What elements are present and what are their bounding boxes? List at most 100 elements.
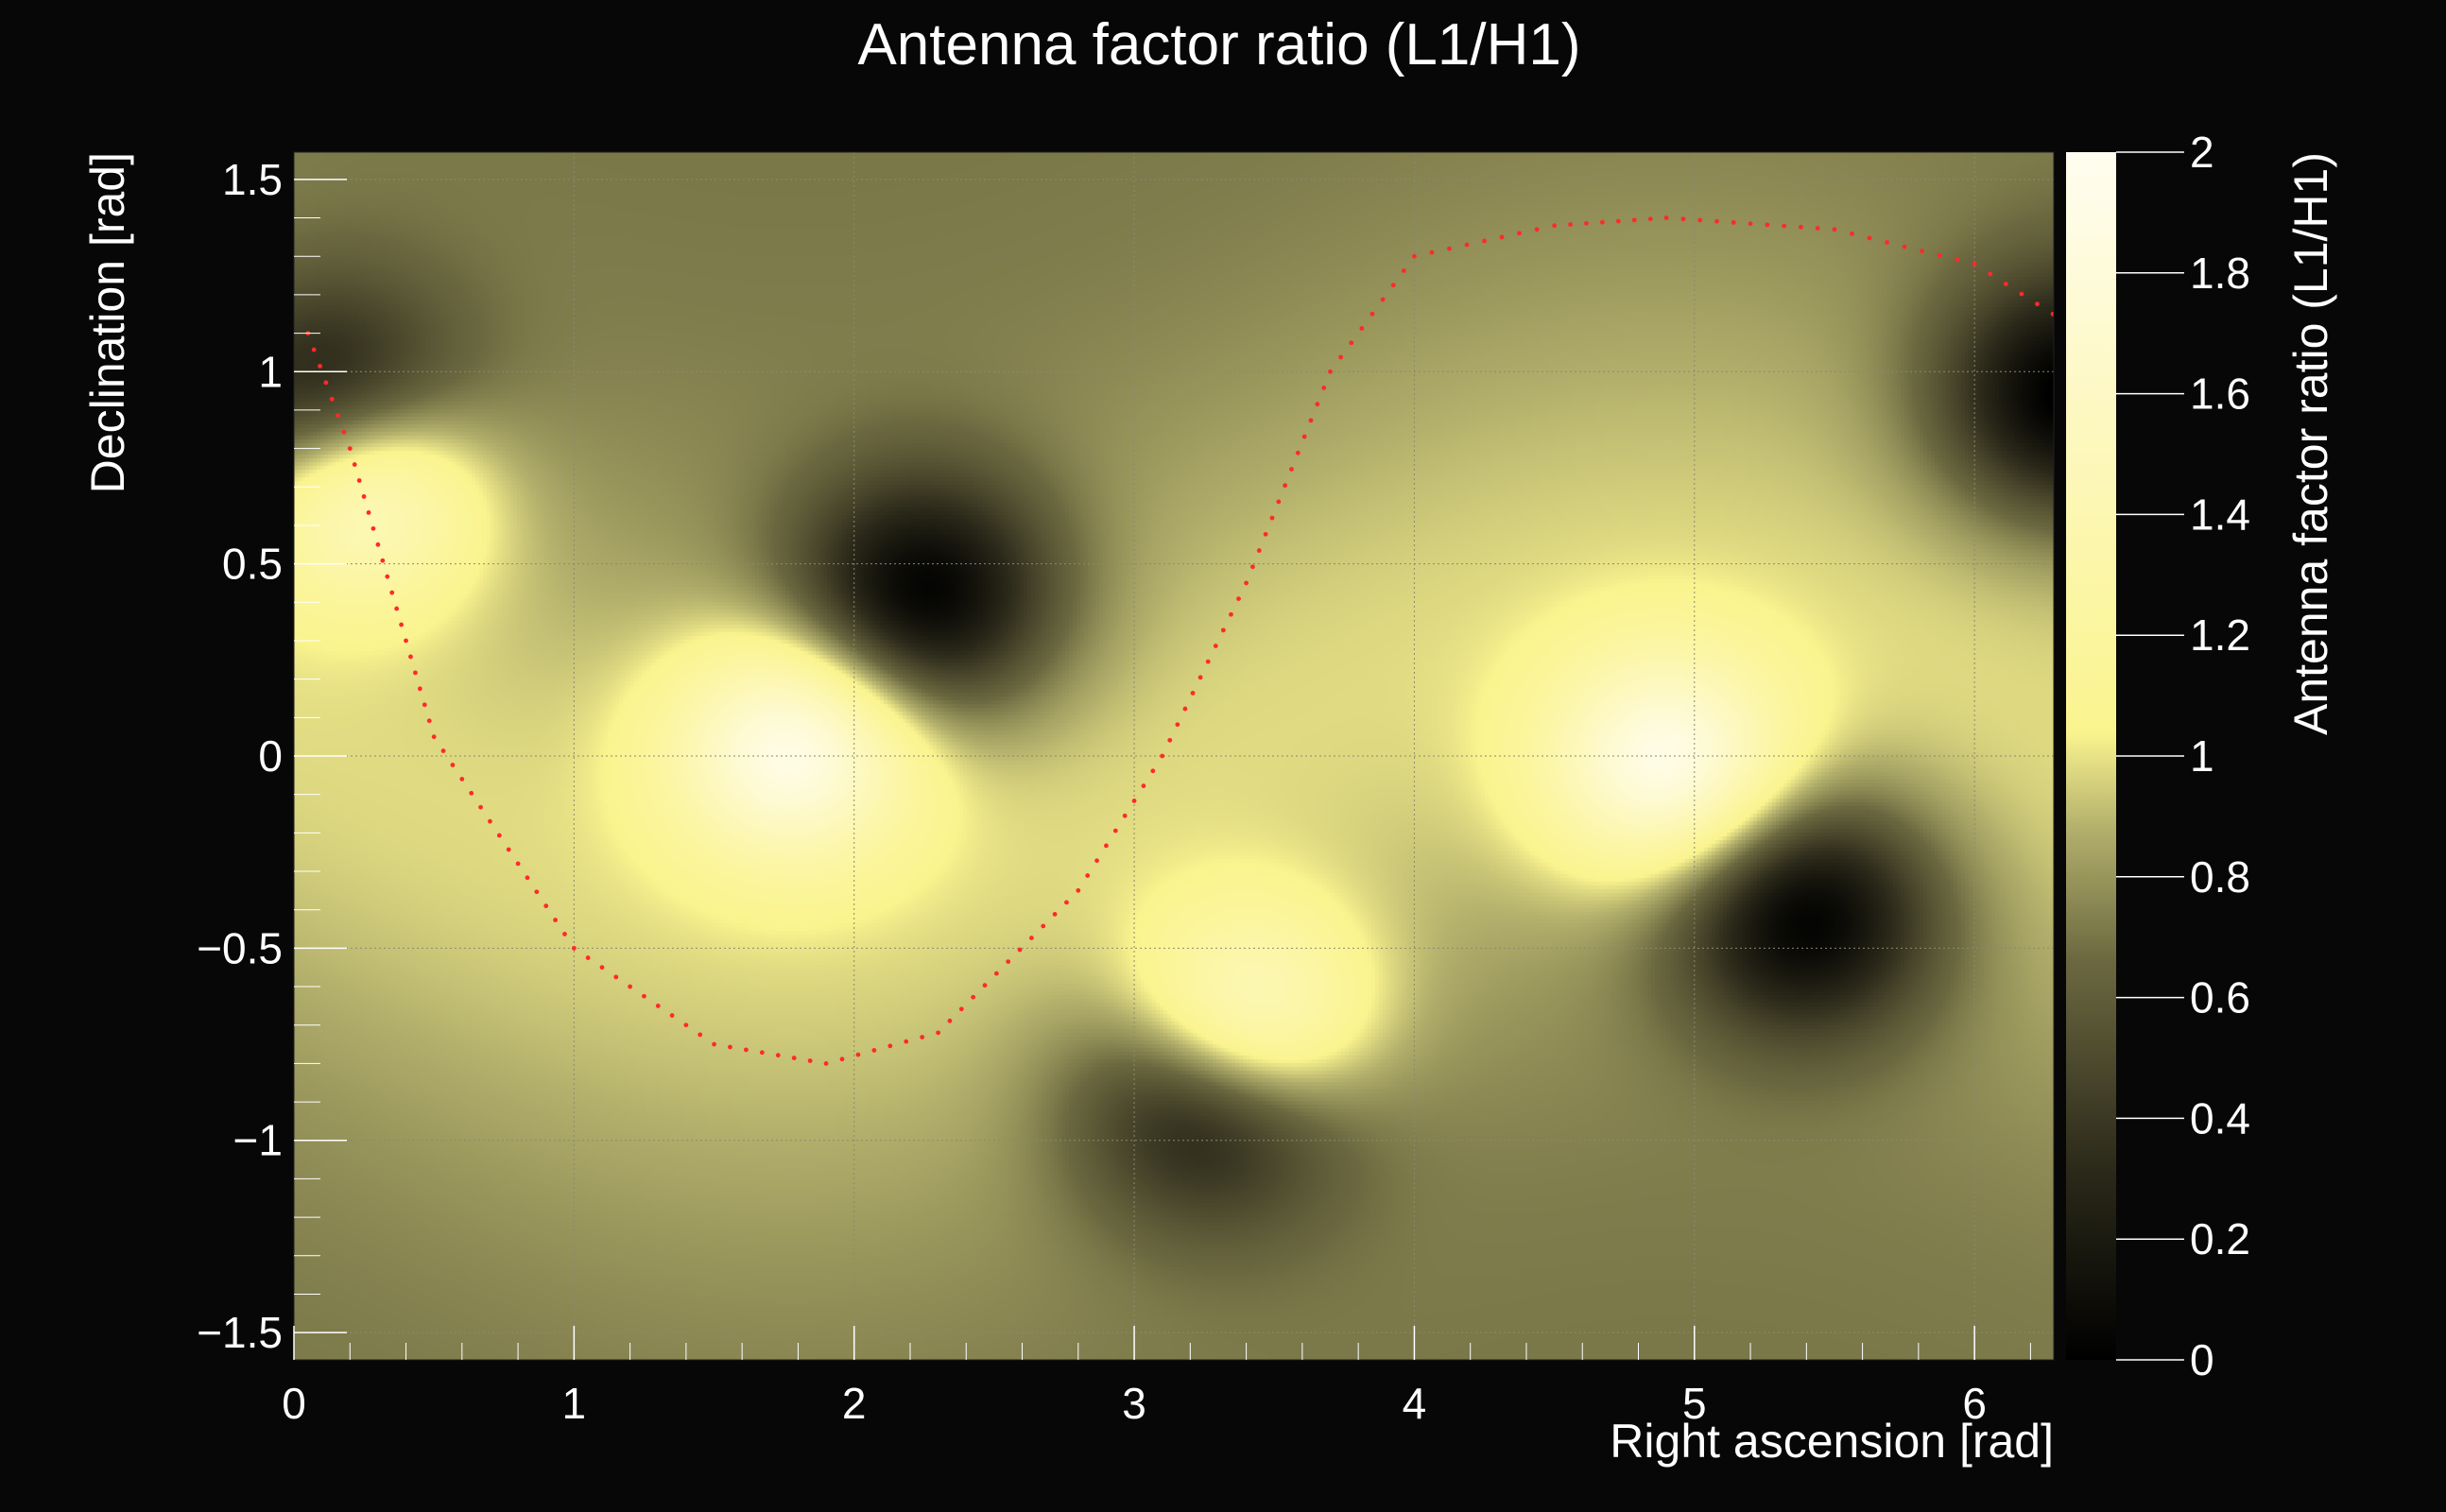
curve-point bbox=[1122, 813, 1128, 818]
x-tick-label: 0 bbox=[282, 1379, 306, 1428]
y-tick-label: 0.5 bbox=[222, 540, 283, 589]
curve-point bbox=[2035, 301, 2040, 307]
curve-point bbox=[1937, 252, 1942, 258]
curve-point bbox=[2019, 291, 2024, 297]
curve-point bbox=[958, 1006, 964, 1012]
curve-point bbox=[341, 429, 347, 435]
curve-point bbox=[1972, 261, 1977, 266]
x-axis-label: Right ascension [rad] bbox=[1610, 1415, 2054, 1468]
colorbar-tick-label: 1.6 bbox=[2190, 369, 2250, 419]
curve-point bbox=[1190, 691, 1196, 696]
curve-point bbox=[1052, 912, 1058, 917]
curve-point bbox=[1250, 564, 1255, 570]
curve-point bbox=[993, 971, 999, 976]
curve-point bbox=[1765, 222, 1770, 228]
colorbar-tick-label: 0.6 bbox=[2190, 973, 2250, 1022]
curve-point bbox=[1369, 311, 1375, 317]
curve-point bbox=[775, 1053, 781, 1058]
curve-point bbox=[426, 718, 432, 724]
curve-point bbox=[1236, 596, 1241, 602]
curve-point bbox=[1131, 799, 1137, 803]
curve-point bbox=[496, 833, 502, 838]
curve-point bbox=[347, 446, 353, 452]
curve-point bbox=[1229, 611, 1233, 617]
curve-point bbox=[417, 686, 422, 692]
curve-point bbox=[1482, 238, 1487, 244]
curve-point bbox=[553, 918, 558, 922]
curve-point bbox=[1697, 217, 1703, 223]
curve-point bbox=[920, 1035, 925, 1040]
colorbar: 0 0.2 0.4 0.6 0.8 1 1.2 1.4 1.6 1.8 2 Antenna fact… bbox=[2066, 128, 2337, 1384]
curve-point bbox=[488, 818, 492, 824]
curve-point bbox=[791, 1056, 797, 1060]
curve-point bbox=[1663, 215, 1669, 220]
colorbar-tick-label: 1.8 bbox=[2190, 249, 2250, 298]
curve-point bbox=[1182, 706, 1188, 712]
curve-point bbox=[1349, 340, 1354, 346]
y-tick-label: −0.5 bbox=[197, 923, 283, 972]
curve-point bbox=[1680, 216, 1686, 222]
curve-point bbox=[1615, 218, 1621, 224]
curve-point bbox=[1815, 226, 1820, 231]
curve-point bbox=[562, 932, 567, 936]
colorbar-gradient bbox=[2066, 152, 2116, 1360]
colorbar-tick-label: 0.2 bbox=[2190, 1214, 2250, 1263]
colorbar-tick-label: 1 bbox=[2190, 731, 2214, 781]
curve-point bbox=[599, 965, 605, 971]
curve-point bbox=[904, 1039, 909, 1044]
y-tick-label: 1.5 bbox=[222, 155, 283, 204]
curve-point bbox=[408, 654, 413, 660]
chart-title: Antenna factor ratio (L1/H1) bbox=[857, 12, 1580, 77]
curve-point bbox=[1213, 644, 1218, 648]
curve-point bbox=[1552, 223, 1557, 229]
curve-point bbox=[613, 974, 619, 980]
dotted-curve bbox=[305, 215, 2054, 1066]
curve-point bbox=[361, 494, 367, 499]
curve-point bbox=[1832, 227, 1837, 232]
curve-point bbox=[389, 590, 395, 595]
curve-point bbox=[478, 804, 483, 810]
curve-point bbox=[525, 875, 530, 881]
x-tick-label: 1 bbox=[562, 1379, 587, 1428]
curve-point bbox=[1412, 253, 1417, 259]
curve-point bbox=[534, 889, 540, 895]
x-tick-label: 3 bbox=[1122, 1379, 1146, 1428]
curve-point bbox=[1321, 386, 1327, 390]
curve-point bbox=[399, 622, 405, 627]
curve-point bbox=[1955, 257, 1960, 263]
curve-point bbox=[543, 903, 549, 909]
curve-point bbox=[1447, 246, 1452, 251]
y-tick-label: 1 bbox=[258, 347, 283, 396]
curve-point bbox=[871, 1048, 877, 1053]
curve-point bbox=[422, 702, 427, 708]
curve-point bbox=[1499, 234, 1505, 240]
curve-point bbox=[375, 541, 381, 547]
curve-point bbox=[1600, 219, 1605, 225]
curve-point bbox=[1631, 217, 1637, 223]
curve-point bbox=[1104, 843, 1109, 849]
curve-point bbox=[1464, 242, 1470, 248]
colorbar-tick-label: 0.4 bbox=[2190, 1093, 2250, 1143]
x-tick-label: 6 bbox=[1962, 1379, 1987, 1428]
curve-point bbox=[698, 1032, 703, 1038]
curve-point bbox=[1380, 297, 1386, 302]
curve-point bbox=[1017, 947, 1023, 953]
curve-point bbox=[329, 396, 335, 402]
curve-point bbox=[585, 955, 591, 960]
curve-point bbox=[506, 847, 511, 852]
x-axis: 0 1 2 3 4 5 6 bbox=[282, 1326, 2031, 1428]
curve-point bbox=[1988, 271, 1993, 277]
curve-point bbox=[669, 1013, 675, 1018]
curve-point bbox=[413, 670, 418, 676]
curve-point bbox=[1160, 753, 1165, 759]
curve-point bbox=[1276, 499, 1282, 505]
curve-point bbox=[336, 413, 340, 419]
curve-point bbox=[2050, 311, 2054, 317]
curve-point bbox=[823, 1060, 829, 1066]
curve-point bbox=[1289, 467, 1294, 472]
curve-point bbox=[1902, 244, 1907, 249]
curve-point bbox=[571, 945, 577, 951]
curve-point bbox=[1568, 222, 1573, 227]
curve-point bbox=[1112, 828, 1118, 833]
